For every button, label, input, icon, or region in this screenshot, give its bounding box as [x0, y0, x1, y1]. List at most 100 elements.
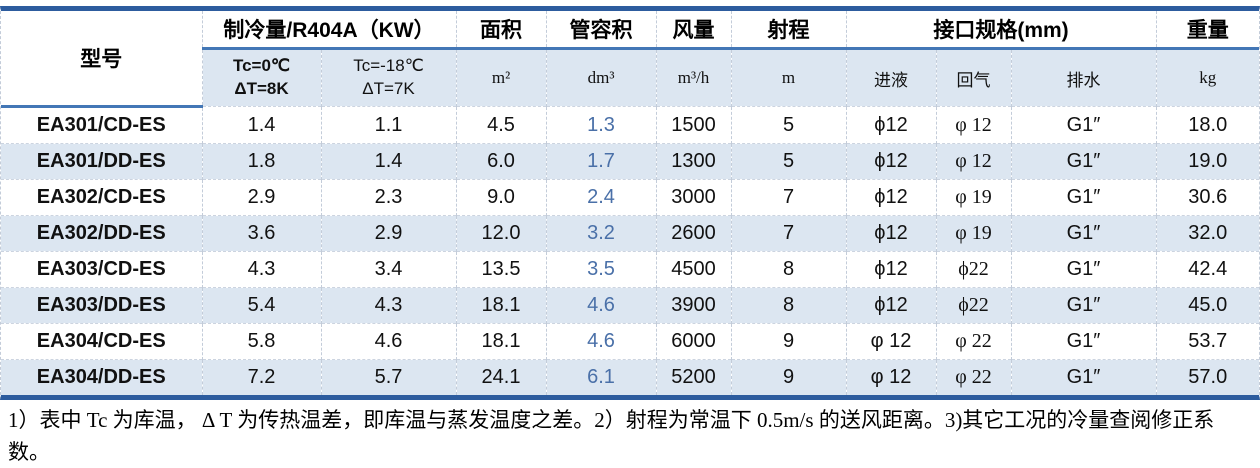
cell-airflow: 3900 [656, 287, 732, 324]
header-gas-return: 回气 [936, 48, 1012, 107]
cell-gas-return: φ 12 [936, 143, 1012, 180]
cell-weight: 53.7 [1156, 323, 1260, 360]
cell-weight: 57.0 [1156, 359, 1260, 395]
cell-liquid-inlet: φ 12 [846, 359, 937, 395]
cell-drain: G1″ [1011, 106, 1157, 144]
table-row: EA302/DD-ES 3.6 2.9 12.0 3.2 2600 7 ϕ12 … [1, 215, 1260, 252]
cell-throw: 5 [731, 143, 847, 180]
unit-throw: m [731, 48, 847, 107]
spec-table: 型号 制冷量/R404A（KW） 面积 管容积 风量 射程 接口规格(mm) 重… [1, 11, 1260, 395]
cell-liquid-inlet: ϕ12 [846, 287, 937, 324]
table-header: 型号 制冷量/R404A（KW） 面积 管容积 风量 射程 接口规格(mm) 重… [1, 11, 1260, 108]
cell-tube-volume: 1.3 [546, 106, 657, 144]
cell-liquid-inlet: ϕ12 [846, 143, 937, 180]
cell-airflow: 5200 [656, 359, 732, 395]
cell-cooling-tc0: 2.9 [202, 179, 322, 216]
header-tc18-condition: Tc=-18℃ ΔT=7K [321, 48, 457, 107]
cell-weight: 18.0 [1156, 106, 1260, 144]
cell-throw: 5 [731, 106, 847, 144]
cell-drain: G1″ [1011, 143, 1157, 180]
cell-area: 12.0 [456, 215, 547, 252]
cell-drain: G1″ [1011, 215, 1157, 252]
cell-weight: 45.0 [1156, 287, 1260, 324]
cell-area: 6.0 [456, 143, 547, 180]
cell-model: EA302/DD-ES [1, 215, 203, 252]
unit-airflow: m³/h [656, 48, 732, 107]
unit-area: m² [456, 48, 547, 107]
cell-tube-volume: 3.2 [546, 215, 657, 252]
cell-cooling-tc18: 2.3 [321, 179, 457, 216]
cell-model: EA303/DD-ES [1, 287, 203, 324]
cell-model: EA301/CD-ES [1, 106, 203, 144]
cell-cooling-tc0: 7.2 [202, 359, 322, 395]
cell-airflow: 2600 [656, 215, 732, 252]
cell-liquid-inlet: ϕ12 [846, 215, 937, 252]
cell-airflow: 4500 [656, 251, 732, 288]
cell-cooling-tc18: 5.7 [321, 359, 457, 395]
header-drain: 排水 [1011, 48, 1157, 107]
table-body: EA301/CD-ES 1.4 1.1 4.5 1.3 1500 5 ϕ12 φ… [1, 106, 1260, 395]
cell-weight: 42.4 [1156, 251, 1260, 288]
header-weight: 重量 [1156, 11, 1260, 50]
cell-throw: 7 [731, 179, 847, 216]
footnotes: 1）表中 Tc 为库温， Δ T 为传热温差，即库温与蒸发温度之差。2）射程为常… [8, 408, 1215, 464]
cell-weight: 32.0 [1156, 215, 1260, 252]
cell-weight: 19.0 [1156, 143, 1260, 180]
cell-cooling-tc18: 4.3 [321, 287, 457, 324]
table-row: EA301/DD-ES 1.8 1.4 6.0 1.7 1300 5 ϕ12 φ… [1, 143, 1260, 180]
cell-model: EA304/DD-ES [1, 359, 203, 395]
header-throw: 射程 [731, 11, 847, 50]
cell-drain: G1″ [1011, 179, 1157, 216]
cell-tube-volume: 4.6 [546, 323, 657, 360]
header-row-units: Tc=0℃ ΔT=8K Tc=-18℃ ΔT=7K m² dm³ m³/h m … [1, 48, 1260, 107]
cell-area: 13.5 [456, 251, 547, 288]
cell-gas-return: φ 19 [936, 179, 1012, 216]
cell-throw: 8 [731, 251, 847, 288]
cell-cooling-tc0: 1.8 [202, 143, 322, 180]
cell-model: EA302/CD-ES [1, 179, 203, 216]
cell-cooling-tc0: 1.4 [202, 106, 322, 144]
cell-drain: G1″ [1011, 251, 1157, 288]
cell-area: 18.1 [456, 323, 547, 360]
cell-airflow: 1500 [656, 106, 732, 144]
table-row: EA301/CD-ES 1.4 1.1 4.5 1.3 1500 5 ϕ12 φ… [1, 106, 1260, 144]
cell-cooling-tc18: 1.1 [321, 106, 457, 144]
table-row: EA304/DD-ES 7.2 5.7 24.1 6.1 5200 9 φ 12… [1, 359, 1260, 395]
header-airflow: 风量 [656, 11, 732, 50]
header-row-groups: 型号 制冷量/R404A（KW） 面积 管容积 风量 射程 接口规格(mm) 重… [1, 11, 1260, 108]
cell-tube-volume: 2.4 [546, 179, 657, 216]
header-tube-volume: 管容积 [546, 11, 657, 50]
header-tc0-condition: Tc=0℃ ΔT=8K [202, 48, 322, 107]
cell-gas-return: ϕ22 [936, 251, 1012, 288]
cell-cooling-tc18: 1.4 [321, 143, 457, 180]
tc18-line1: Tc=-18℃ [353, 56, 424, 76]
tc18-line2: ΔT=7K [362, 79, 415, 98]
cell-gas-return: φ 12 [936, 106, 1012, 144]
table-row: EA304/CD-ES 5.8 4.6 18.1 4.6 6000 9 φ 12… [1, 323, 1260, 360]
cell-gas-return: ϕ22 [936, 287, 1012, 324]
cell-area: 4.5 [456, 106, 547, 144]
cell-gas-return: φ 22 [936, 323, 1012, 360]
cell-model: EA303/CD-ES [1, 251, 203, 288]
header-cooling-capacity: 制冷量/R404A（KW） [202, 11, 457, 50]
cell-airflow: 3000 [656, 179, 732, 216]
tc0-line1: Tc=0℃ [232, 56, 291, 76]
cell-throw: 7 [731, 215, 847, 252]
cell-cooling-tc0: 5.4 [202, 287, 322, 324]
unit-weight: kg [1156, 48, 1260, 107]
cell-drain: G1″ [1011, 287, 1157, 324]
cell-cooling-tc0: 5.8 [202, 323, 322, 360]
header-liquid-inlet: 进液 [846, 48, 937, 107]
cell-weight: 30.6 [1156, 179, 1260, 216]
spec-sheet: 型号 制冷量/R404A（KW） 面积 管容积 风量 射程 接口规格(mm) 重… [0, 6, 1260, 468]
table-row: EA302/CD-ES 2.9 2.3 9.0 2.4 3000 7 ϕ12 φ… [1, 179, 1260, 216]
cell-model: EA304/CD-ES [1, 323, 203, 360]
cell-tube-volume: 1.7 [546, 143, 657, 180]
cell-liquid-inlet: φ 12 [846, 323, 937, 360]
cell-liquid-inlet: ϕ12 [846, 106, 937, 144]
cell-gas-return: φ 22 [936, 359, 1012, 395]
cell-cooling-tc18: 2.9 [321, 215, 457, 252]
cell-area: 9.0 [456, 179, 547, 216]
cell-airflow: 6000 [656, 323, 732, 360]
cell-throw: 8 [731, 287, 847, 324]
